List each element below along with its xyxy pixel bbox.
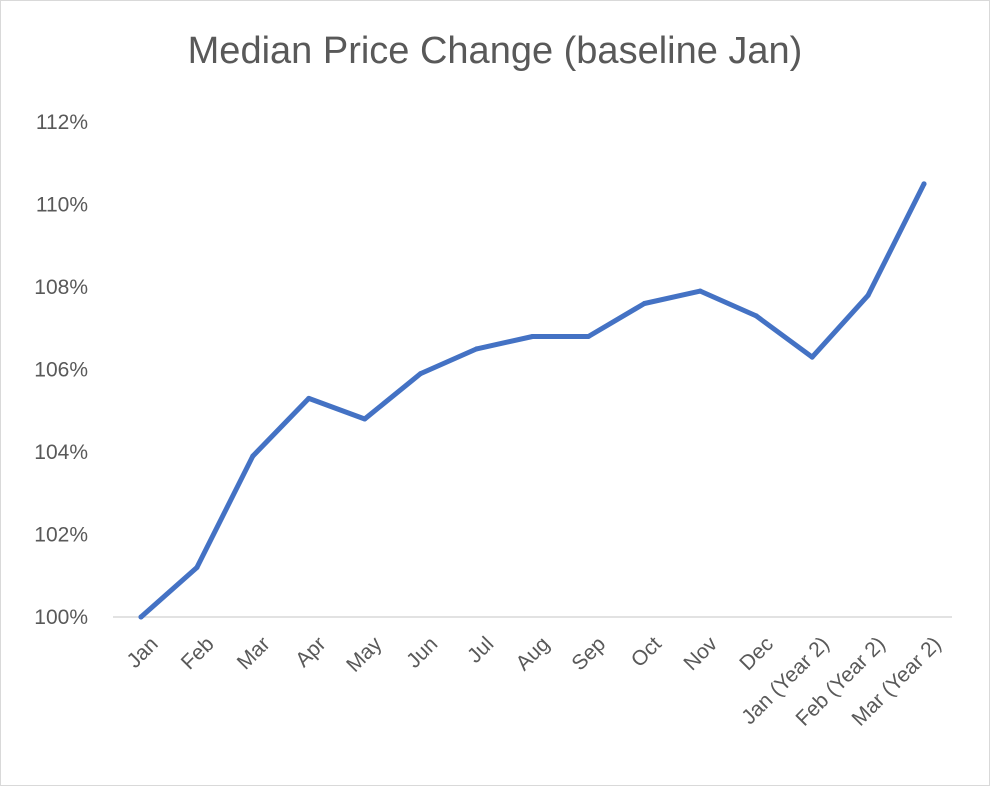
data-point (194, 565, 200, 570)
data-point (585, 334, 591, 339)
data-point (530, 334, 535, 339)
x-tick-label: Jul (463, 632, 498, 667)
y-tick-label: 112% (36, 111, 88, 134)
series-line (138, 181, 927, 620)
x-tick-label: Jan (122, 632, 162, 672)
data-point (641, 301, 647, 306)
y-tick-label: 110% (36, 194, 88, 217)
data-point (697, 288, 703, 294)
x-tick-label: Sep (567, 632, 610, 675)
x-tick-label: Mar (233, 632, 275, 674)
data-point (753, 313, 759, 319)
data-point (865, 292, 871, 298)
data-point (362, 416, 368, 422)
x-tick-label: Nov (679, 632, 722, 675)
chart-title: Median Price Change (baseline Jan) (187, 30, 803, 72)
data-point (138, 614, 144, 620)
data-point (474, 346, 480, 352)
y-tick-label: 108% (34, 276, 88, 299)
x-tick-label: May (342, 632, 387, 677)
x-tick-label: Oct (627, 632, 666, 671)
data-point (921, 181, 927, 187)
x-tick-label: Jun (402, 632, 442, 672)
x-tick-label: Aug (512, 632, 555, 675)
y-axis-ticks: 100% 102% 104% 106% 108% 110% 112% (34, 111, 88, 629)
series-group (138, 181, 927, 620)
data-point (418, 371, 424, 377)
x-tick-label: Dec (735, 632, 778, 675)
x-axis-ticks: Jan Feb Mar Apr May Jun Jul Aug Sep Oct Nov DecJan … (122, 632, 945, 731)
data-point (809, 354, 815, 360)
y-tick-label: 106% (34, 359, 88, 382)
y-tick-label: 100% (34, 606, 88, 629)
data-point (306, 395, 312, 401)
y-tick-label: 102% (34, 524, 88, 547)
y-tick-label: 104% (34, 441, 88, 464)
x-tick-label: Apr (291, 632, 330, 671)
x-tick-label: Feb (177, 632, 219, 674)
data-point (250, 453, 256, 459)
